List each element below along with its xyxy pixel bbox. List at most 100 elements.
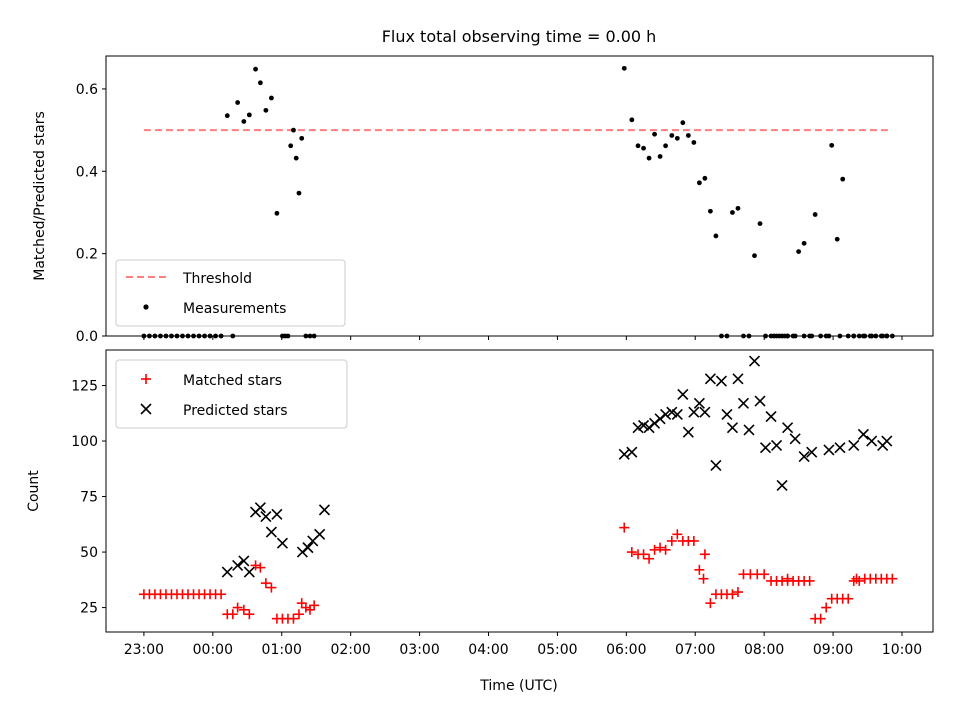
predicted-point	[715, 375, 727, 387]
count-x-tick-label: 23:00	[124, 642, 164, 658]
measurements-series	[141, 65, 895, 339]
matched-legend-swatch	[141, 374, 151, 384]
predicted-point	[221, 566, 233, 578]
count-x-tick-label: 04:00	[468, 642, 508, 658]
matched-point	[266, 582, 277, 593]
predicted-point-stroke	[693, 397, 705, 409]
matched-point	[655, 542, 666, 553]
measurement-point	[801, 240, 807, 246]
measurement-point	[253, 66, 258, 72]
matched-point	[688, 535, 699, 546]
predicted-point	[789, 433, 801, 445]
predicted-point-stroke	[848, 439, 860, 452]
predicted-point-stroke	[732, 373, 744, 385]
matched-point	[699, 549, 710, 560]
measurement-point	[696, 180, 702, 186]
count-x-tick-label: 10:00	[882, 642, 922, 658]
matched-point	[255, 562, 266, 573]
ratio-y-tick-label: 0.4	[76, 164, 98, 180]
predicted-series	[221, 355, 893, 578]
predicted-point-stroke	[765, 411, 777, 423]
predicted-point	[265, 526, 277, 538]
predicted-legend-swatch	[140, 403, 152, 415]
matched-point	[619, 522, 630, 533]
predicted-point	[710, 459, 722, 472]
predicted-point-stroke	[265, 526, 277, 538]
matched-point	[815, 613, 826, 624]
predicted-point-stroke	[302, 542, 314, 554]
measurement-point	[241, 119, 247, 124]
predicted-point-stroke	[238, 555, 250, 567]
predicted-point-stroke	[823, 444, 835, 456]
count-legend: Matched stars Predicted stars	[115, 359, 348, 429]
ratio-legend: Threshold Measurements	[115, 259, 346, 327]
predicted-point-stroke	[699, 406, 711, 418]
measurement-point	[224, 113, 230, 119]
predicted-point	[314, 528, 326, 540]
count-x-tick-label: 06:00	[606, 642, 646, 658]
predicted-point-stroke	[881, 435, 893, 447]
predicted-point-stroke	[789, 433, 801, 445]
measurement-point	[735, 205, 741, 211]
measurement-point	[291, 127, 296, 133]
measurement-point	[246, 112, 252, 118]
ratio-y-tick-label: 0.2	[76, 247, 98, 263]
predicted-point	[726, 422, 739, 434]
predicted-point-stroke	[743, 424, 755, 436]
predicted-point-stroke	[276, 537, 288, 549]
predicted-point-stroke	[857, 428, 869, 440]
predicted-point-stroke	[770, 439, 783, 452]
predicted-point	[243, 566, 255, 578]
matched-point	[660, 544, 671, 555]
matched-series	[138, 522, 898, 624]
predicted-point	[693, 397, 705, 409]
predicted-point-stroke	[754, 395, 766, 407]
matched-point	[309, 600, 320, 611]
matched-point	[666, 535, 677, 546]
count-x-tick-label: 05:00	[537, 642, 577, 658]
predicted-point	[765, 411, 777, 423]
matched-point	[296, 598, 307, 609]
predicted-point-stroke	[721, 408, 733, 420]
predicted-point-stroke	[748, 355, 761, 367]
predicted-point-stroke	[314, 528, 326, 540]
chart-title: Flux total observing time = 0.00 h	[382, 27, 657, 46]
measurement-point	[288, 143, 294, 149]
predicted-point	[748, 355, 761, 367]
predicted-point	[660, 408, 672, 420]
measurement-point	[674, 135, 680, 141]
measurements-legend-label: Measurements	[183, 301, 286, 317]
matched-point	[727, 589, 738, 600]
measurement-point	[757, 221, 763, 226]
measurement-point	[796, 249, 802, 254]
predicted-point	[754, 395, 766, 407]
predicted-point	[677, 388, 689, 400]
predicted-point-stroke	[759, 442, 772, 454]
matched-point	[732, 587, 743, 598]
predicted-point-stroke	[221, 566, 233, 578]
predicted-point-stroke	[243, 566, 255, 578]
matched-point	[238, 604, 249, 615]
measurement-point	[752, 253, 757, 259]
matched-point	[672, 529, 683, 540]
predicted-point	[618, 448, 630, 460]
measurement-point	[269, 95, 274, 101]
measurement-point	[834, 236, 840, 242]
matched-point	[759, 569, 770, 580]
predicted-point	[260, 510, 272, 523]
matched-point	[227, 609, 238, 620]
predicted-point	[737, 397, 750, 409]
predicted-point-stroke	[798, 451, 810, 463]
predicted-point-stroke	[704, 373, 716, 385]
measurements-legend-swatch	[143, 304, 149, 310]
predicted-point	[688, 406, 700, 418]
predicted-point	[743, 424, 755, 436]
matched-point	[260, 578, 271, 589]
predicted-point	[732, 373, 744, 385]
count-x-tick-label: 00:00	[193, 642, 233, 658]
predicted-point	[798, 451, 810, 463]
ratio-y-tick-label: 0.0	[76, 329, 98, 345]
predicted-legend-marker-stroke	[140, 403, 152, 415]
ratio-x-ticks	[143, 336, 903, 340]
